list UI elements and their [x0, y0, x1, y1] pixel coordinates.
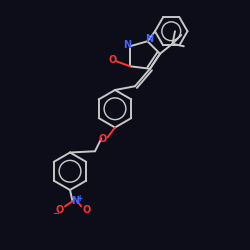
Text: O: O — [56, 205, 64, 215]
Text: −: − — [52, 209, 59, 218]
Text: N: N — [124, 40, 132, 50]
Text: N: N — [145, 34, 153, 44]
Text: O: O — [98, 134, 106, 144]
Text: N: N — [71, 196, 79, 206]
Text: +: + — [76, 194, 82, 203]
Text: O: O — [108, 55, 116, 65]
Text: O: O — [82, 205, 90, 215]
